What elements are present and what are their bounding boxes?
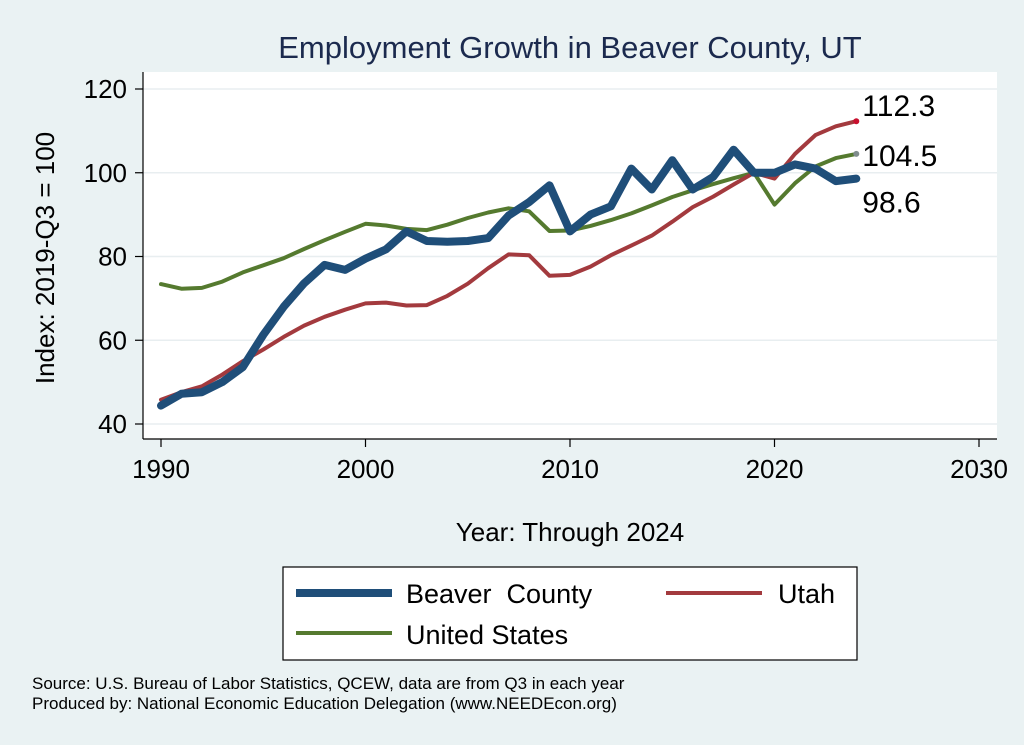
y-tick-label-80: 80 — [98, 242, 127, 272]
legend-label-utah: Utah — [778, 579, 835, 609]
end-label-beaver-county: 98.6 — [862, 187, 920, 220]
y-tick-label-60: 60 — [98, 325, 127, 355]
legend-box — [282, 566, 858, 661]
series-line-beaver-county — [157, 145, 861, 410]
end-point-beaver-county — [853, 175, 860, 182]
y-tick-label-120: 120 — [84, 74, 127, 104]
x-tick-label-2030: 2030 — [950, 454, 1008, 484]
x-tick-label-2020: 2020 — [746, 454, 804, 484]
x-axis-label: Year: Through 2024 — [456, 517, 684, 547]
y-axis-ticks: 40 60 80 100 120 — [84, 74, 143, 439]
y-tick-label-100: 100 — [84, 158, 127, 188]
series-lines — [157, 119, 861, 410]
legend-label-united-states: United States — [406, 620, 568, 650]
source-note: Source: U.S. Bureau of Labor Statistics,… — [32, 674, 625, 693]
end-label-utah: 112.3 — [862, 90, 935, 123]
y-tick-label-40: 40 — [98, 409, 127, 439]
series-end-labels: 98.6 112.3 104.5 — [853, 90, 937, 220]
end-point-utah — [853, 118, 860, 125]
plot-area — [143, 72, 997, 439]
legend: Beaver County Utah United States — [282, 566, 858, 661]
x-axis-ticks: 1990 2000 2010 2020 2030 — [132, 439, 1008, 484]
end-point-united-states — [853, 150, 860, 157]
x-tick-label-2000: 2000 — [337, 454, 395, 484]
end-label-united-states: 104.5 — [862, 140, 937, 173]
y-axis-label: Index: 2019-Q3 = 100 — [30, 132, 60, 384]
x-tick-label-1990: 1990 — [132, 454, 190, 484]
produced-by-note: Produced by: National Economic Education… — [32, 694, 617, 713]
legend-label-beaver-county: Beaver County — [406, 579, 593, 609]
series-line-united-states — [159, 151, 859, 291]
x-tick-label-2010: 2010 — [541, 454, 599, 484]
series-line-utah — [159, 119, 859, 402]
chart-title: Employment Growth in Beaver County, UT — [278, 30, 862, 65]
